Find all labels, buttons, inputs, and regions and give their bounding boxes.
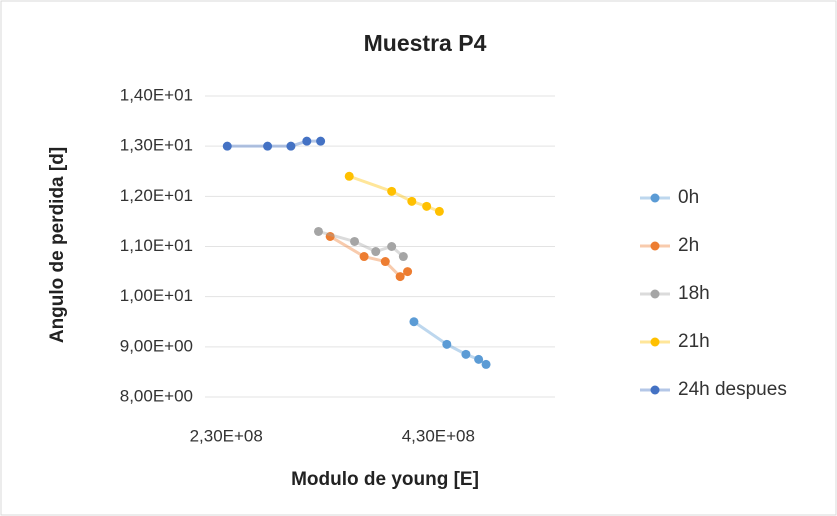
legend-marker [650,241,660,251]
x-axis-label: Modulo de young [E] [291,469,479,490]
point [313,226,323,236]
point [398,252,408,262]
point [474,354,484,364]
point [380,257,390,267]
point [222,141,232,151]
legend-marker [650,289,660,299]
point [302,136,312,146]
y-tick-label: 8,00E+00 [120,386,193,405]
y-tick-label: 1,10E+01 [120,236,193,255]
legend-label: 18h [678,283,710,304]
x-tick-label: 4,30E+08 [402,426,475,445]
point [395,272,405,282]
legend-label: 21h [678,331,710,352]
legend-marker [650,193,660,203]
legend-marker [650,385,660,395]
point [344,171,354,181]
point [407,196,417,206]
point [387,242,397,251]
point [350,236,360,246]
x-tick-label: 2,30E+08 [190,426,263,445]
point [481,359,491,369]
legend-marker [650,337,660,347]
point [325,231,335,241]
y-tick-label: 9,00E+00 [120,336,193,355]
point [371,247,381,257]
point [403,267,413,277]
point [316,136,326,146]
chart-title: Muestra P4 [364,30,487,56]
point [409,317,419,327]
legend-label: 2h [678,235,699,256]
point [461,349,471,359]
legend-label: 0h [678,187,699,208]
y-tick-label: 1,00E+01 [120,286,193,305]
point [422,201,432,211]
legend-label: 24h despues [678,379,787,400]
y-axis-label: Angulo de perdida [d] [47,147,68,343]
point [359,252,369,262]
y-tick-label: 1,30E+01 [120,136,193,155]
point [434,206,444,216]
point [286,141,296,151]
y-tick-label: 1,40E+01 [120,85,193,104]
y-tick-label: 1,20E+01 [120,186,193,205]
point [387,186,397,196]
point [442,339,452,349]
point [263,141,273,151]
